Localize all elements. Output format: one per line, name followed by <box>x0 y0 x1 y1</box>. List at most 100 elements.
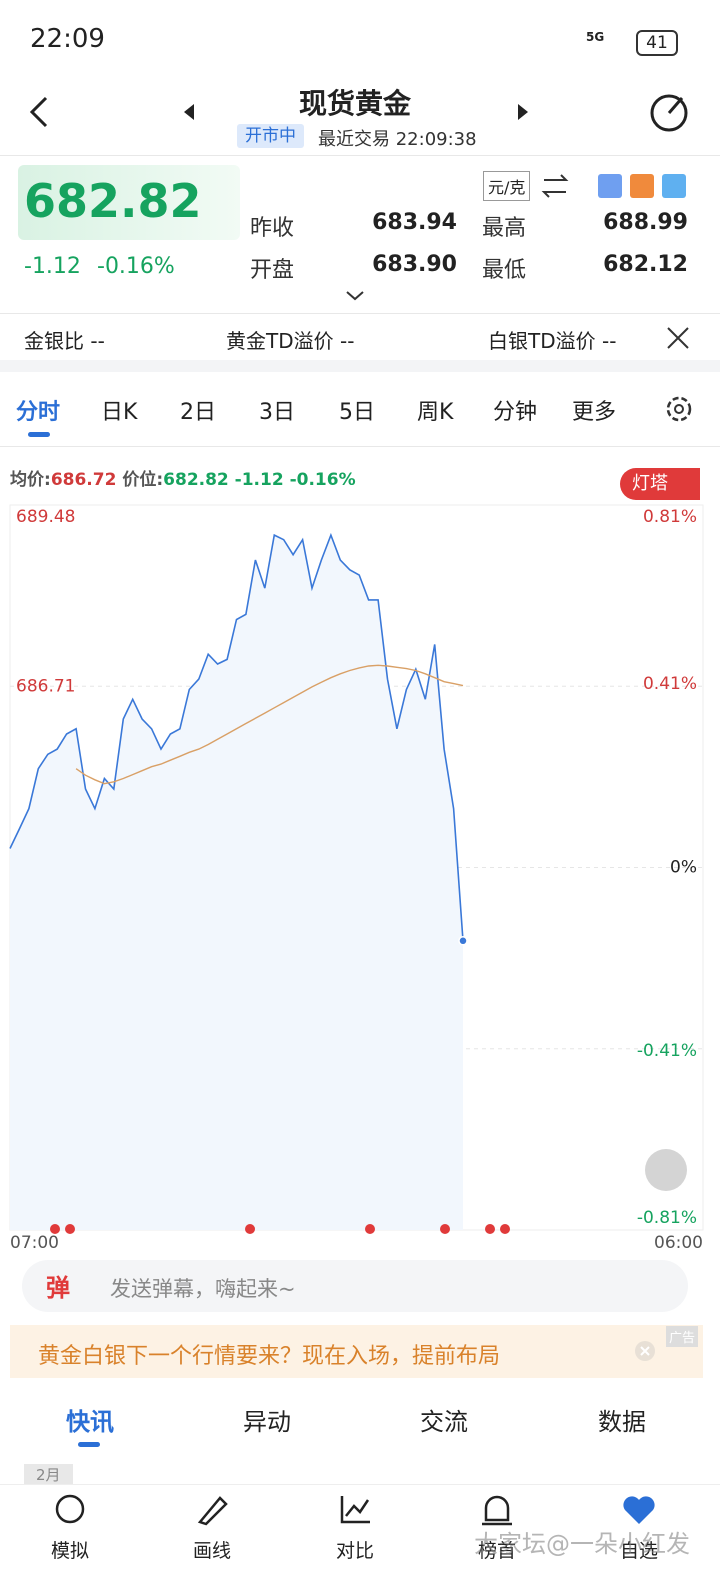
y2-tick-label: 0% <box>670 858 697 878</box>
price: 682.82 <box>24 174 202 228</box>
last-point <box>458 936 468 946</box>
tab[interactable]: 更多 <box>572 400 617 425</box>
zoom <box>645 1149 687 1191</box>
event-dot <box>440 1224 450 1234</box>
back[interactable] <box>29 96 48 128</box>
stat-value: 688.99 <box>603 210 688 235</box>
price-area <box>10 535 463 1230</box>
tools <box>541 174 686 198</box>
x-tick-label: 07:00 <box>10 1233 59 1253</box>
tool-icon[interactable] <box>630 174 654 198</box>
nav-icon[interactable] <box>55 1494 85 1524</box>
danmu-placeholder: 发送弹幕，嗨起来~ <box>110 1277 296 1301</box>
refresh[interactable] <box>650 94 688 132</box>
price-line <box>9 532 464 941</box>
title: 现货黄金 <box>298 87 411 120</box>
divider <box>0 155 720 156</box>
badge[interactable]: 灯塔 <box>620 468 700 500</box>
chart: 689.48686.71683.94681.17678.40.81%0.41%0… <box>9 504 704 1253</box>
news-tab[interactable]: 数据 <box>598 1408 646 1436</box>
tab[interactable]: 2日 <box>180 400 216 425</box>
ratio: 白银TD溢价 -- <box>488 329 617 353</box>
next[interactable] <box>518 104 528 120</box>
price-box <box>18 165 240 240</box>
nav-icon[interactable] <box>623 1496 655 1524</box>
change: -1.12 <box>24 254 81 279</box>
stat-value: 683.90 <box>372 252 457 277</box>
y2-tick-label: -0.81% <box>637 1208 697 1228</box>
avg: 686.72 <box>50 470 117 490</box>
danmu-bar[interactable] <box>22 1260 688 1312</box>
nav-label[interactable]: 榜首 <box>477 1540 516 1562</box>
danmu-icon: 弹 <box>46 1274 70 1302</box>
nav-icon[interactable] <box>482 1495 512 1526</box>
network: 5G <box>586 30 605 44</box>
news-indicator <box>78 1442 100 1447</box>
y2-tick-label: -0.41% <box>637 1041 697 1061</box>
tab[interactable]: 日K <box>101 400 138 425</box>
event-dot <box>50 1224 60 1234</box>
avg-label: 均价: <box>10 470 51 490</box>
tab[interactable]: 3日 <box>259 400 295 425</box>
x-tick-label: 06:00 <box>654 1233 703 1253</box>
ratio: 黄金TD溢价 -- <box>226 329 355 353</box>
tab-indicator <box>28 432 50 437</box>
stat-label: 最低 <box>482 258 527 283</box>
nav-label[interactable]: 画线 <box>192 1540 231 1562</box>
news-tab[interactable]: 异动 <box>243 1408 291 1436</box>
stat-value: 683.94 <box>372 210 457 235</box>
nav-label[interactable]: 模拟 <box>50 1540 89 1562</box>
y-tick-label: 686.71 <box>16 676 75 696</box>
nav-icons <box>55 1494 655 1526</box>
tab[interactable]: 分钟 <box>493 400 538 425</box>
ad-tag: 广告 <box>666 1326 699 1347</box>
prev[interactable] <box>184 104 194 120</box>
last-trade: 最近交易 22:09:38 <box>318 129 477 150</box>
ad-close[interactable] <box>634 1340 656 1362</box>
nav-label[interactable]: 自选 <box>619 1540 658 1562</box>
news-date: 2月 <box>24 1464 73 1485</box>
battery: 41 <box>636 30 678 56</box>
stat-label: 昨收 <box>250 216 295 241</box>
header-icons <box>29 94 688 132</box>
stat-value: 682.12 <box>603 252 688 277</box>
expand[interactable] <box>345 290 365 302</box>
y-tick-label: 689.48 <box>16 507 75 527</box>
tool-icon[interactable] <box>598 174 622 198</box>
watermark: 大家坛@一朵小红发 <box>474 1530 690 1558</box>
news-tab[interactable]: 交流 <box>420 1408 468 1436</box>
ad-text: 黄金白银下一个行情要来？现在入场，提前布局 <box>38 1344 501 1369</box>
refresh-arrow <box>667 97 684 114</box>
event-dot <box>245 1224 255 1234</box>
chart-info: 均价:686.72 价位:682.82 -1.12 -0.16% <box>10 465 356 490</box>
avg-line <box>75 664 464 785</box>
nav-label[interactable]: 对比 <box>335 1540 374 1562</box>
swap[interactable] <box>541 174 569 198</box>
tab[interactable]: 5日 <box>339 400 375 425</box>
settings[interactable] <box>663 393 695 425</box>
divider <box>0 313 720 314</box>
event-dot <box>65 1224 75 1234</box>
ratio: 金银比 -- <box>24 329 105 353</box>
nav-bar <box>0 1484 720 1589</box>
stat-label: 开盘 <box>250 258 295 283</box>
ad-banner[interactable] <box>10 1325 703 1378</box>
event-dot <box>500 1224 510 1234</box>
unit[interactable]: 元/克 <box>483 171 531 201</box>
tab[interactable]: 周K <box>417 400 454 425</box>
divider <box>0 446 720 447</box>
nav-icon[interactable] <box>340 1496 370 1524</box>
close[interactable] <box>666 326 690 350</box>
tool-icon[interactable] <box>662 174 686 198</box>
news-tab[interactable]: 快讯 <box>66 1408 114 1436</box>
price-label: 价位: <box>122 470 164 490</box>
price-info: 682.82 -1.12 -0.16% <box>163 470 356 490</box>
nav-icon[interactable] <box>197 1496 228 1526</box>
stat-label: 最高 <box>482 216 527 241</box>
tab[interactable]: 分时 <box>16 400 61 425</box>
y2-tick-label: 0.81% <box>643 507 697 527</box>
event-dot <box>485 1224 495 1234</box>
y2-tick-label: 0.41% <box>643 674 697 694</box>
event-dot <box>365 1224 375 1234</box>
